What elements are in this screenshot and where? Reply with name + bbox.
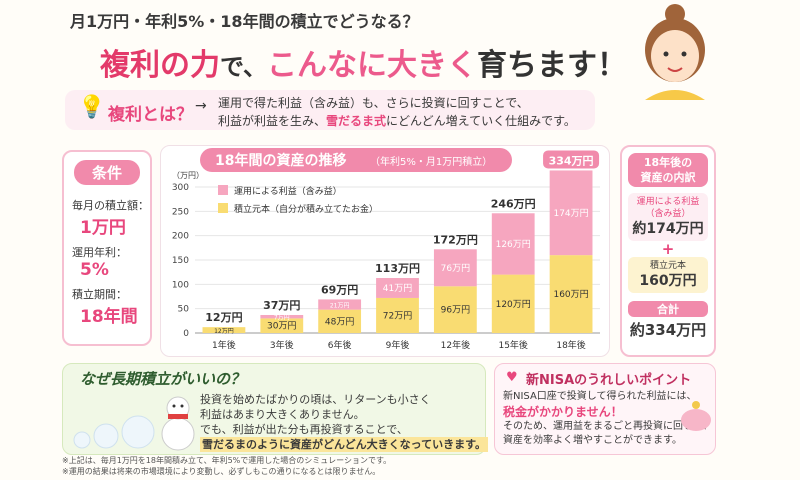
condition-label: 積立期間： (72, 288, 127, 301)
nisa-line: 資産を効率よく増やすことができます。 (503, 435, 682, 446)
title-part: 育ちます！ (477, 48, 628, 83)
condition-label: 毎月の積立額： (72, 199, 149, 212)
heart-icon: ♥ (506, 370, 518, 385)
principal-label: 積立元本 (649, 261, 686, 271)
breakdown-title-line: 18年後の (643, 156, 693, 169)
chart-panel (160, 145, 610, 357)
longterm-line: でも、利益が出た分も再投資することで、 (200, 423, 408, 436)
longterm-line: 投資を始めたばかりの頃は、リターンも小さく (200, 393, 431, 406)
breakdown-title: 18年後の資産の内訳 (628, 153, 708, 187)
condition-value: 18年間 (80, 307, 138, 327)
illustration-woman (645, 4, 705, 100)
nisa-text: 新NISA口座で投資して得られた利益には、 税金がかかりません！ そのため、運用… (503, 390, 713, 448)
condition-value: 5% (80, 260, 109, 280)
profit-value: 約174万円 (632, 221, 704, 237)
condition-value: 1万円 (80, 218, 126, 238)
profit-box: 運用による利益 （含み益） 約174万円 (628, 193, 708, 241)
illustration-piggy (681, 401, 711, 431)
nisa-line: 新NISA口座で投資して得られた利益には、 (503, 391, 697, 402)
footnote: ※運用の結果は将来の市場環境により変動し、必ずしもこの通りになるとは限りません。 (62, 467, 381, 476)
arrow: → (195, 98, 207, 114)
subtitle: 月1万円・年利5%・18年間の積立でどうなる？ (70, 12, 419, 31)
intro-term: 複利とは？ (108, 105, 193, 125)
nisa-line: そのため、運用益をまるごと再投資に回せて、 (503, 421, 713, 432)
illustration-snowman (73, 396, 195, 451)
nisa-title: 新NISAのうれしいポイント (526, 373, 692, 388)
total-value: 約334万円 (629, 321, 707, 339)
principal-value: 160万円 (639, 273, 697, 289)
breakdown-title-line: 資産の内訳 (640, 171, 696, 184)
footnote: ※上記は、毎月1万円を18年間積み立て、年利5%で運用した場合のシミュレーション… (62, 456, 392, 465)
nisa-highlight: 税金がかかりません！ (503, 405, 623, 419)
title-part: こんなに大きく (267, 48, 478, 83)
intro-box (65, 90, 595, 130)
intro-text: 運用で得た利益（含み益）も、さらに投資に回すことで、 利益が利益を生み、雪だるま… (218, 94, 576, 130)
title: 複利の力で、こんなに大きく育ちます！ (100, 40, 627, 84)
breakdown-panel: 18年後の資産の内訳 運用による利益 （含み益） 約174万円 + 積立元本 160万… (620, 145, 716, 357)
title-part: 複利の力 (100, 48, 220, 83)
profit-label: （含み益） (645, 209, 691, 219)
title-part: で、 (220, 53, 268, 81)
intro-highlight: 雪だるま式 (326, 114, 387, 128)
total-label: 合計 (628, 301, 708, 317)
conditions-title: 条件 (74, 160, 140, 185)
bulb-icon: 💡 (78, 95, 106, 120)
principal-box: 積立元本 160万円 (628, 257, 708, 293)
intro-text-part: 利益が利益を生み、 (218, 114, 327, 128)
conditions-panel: 条件 毎月の積立額： 1万円運用年利： 5% 積立期間： 18年間 (62, 150, 152, 346)
profit-label: 運用による利益 (636, 197, 700, 207)
intro-line: 利益が利益を生み、雪だるま式にどんどん増えていく仕組みです。 (218, 112, 576, 130)
condition-label: 運用年利： (72, 246, 127, 259)
intro-text-part: にどんどん増えていく仕組みです。 (386, 114, 576, 128)
nisa-panel (494, 363, 716, 455)
intro-line: 運用で得た利益（含み益）も、さらに投資に回すことで、 (218, 96, 529, 110)
longterm-title: なぜ長期積立がいいの？ (80, 370, 246, 388)
longterm-line: 利益はあまり大きくありません。 (200, 408, 365, 421)
longterm-highlight: 雪だるまのように資産がどんどん大きくなっていきます。 (200, 437, 489, 452)
plus: + (661, 240, 675, 258)
